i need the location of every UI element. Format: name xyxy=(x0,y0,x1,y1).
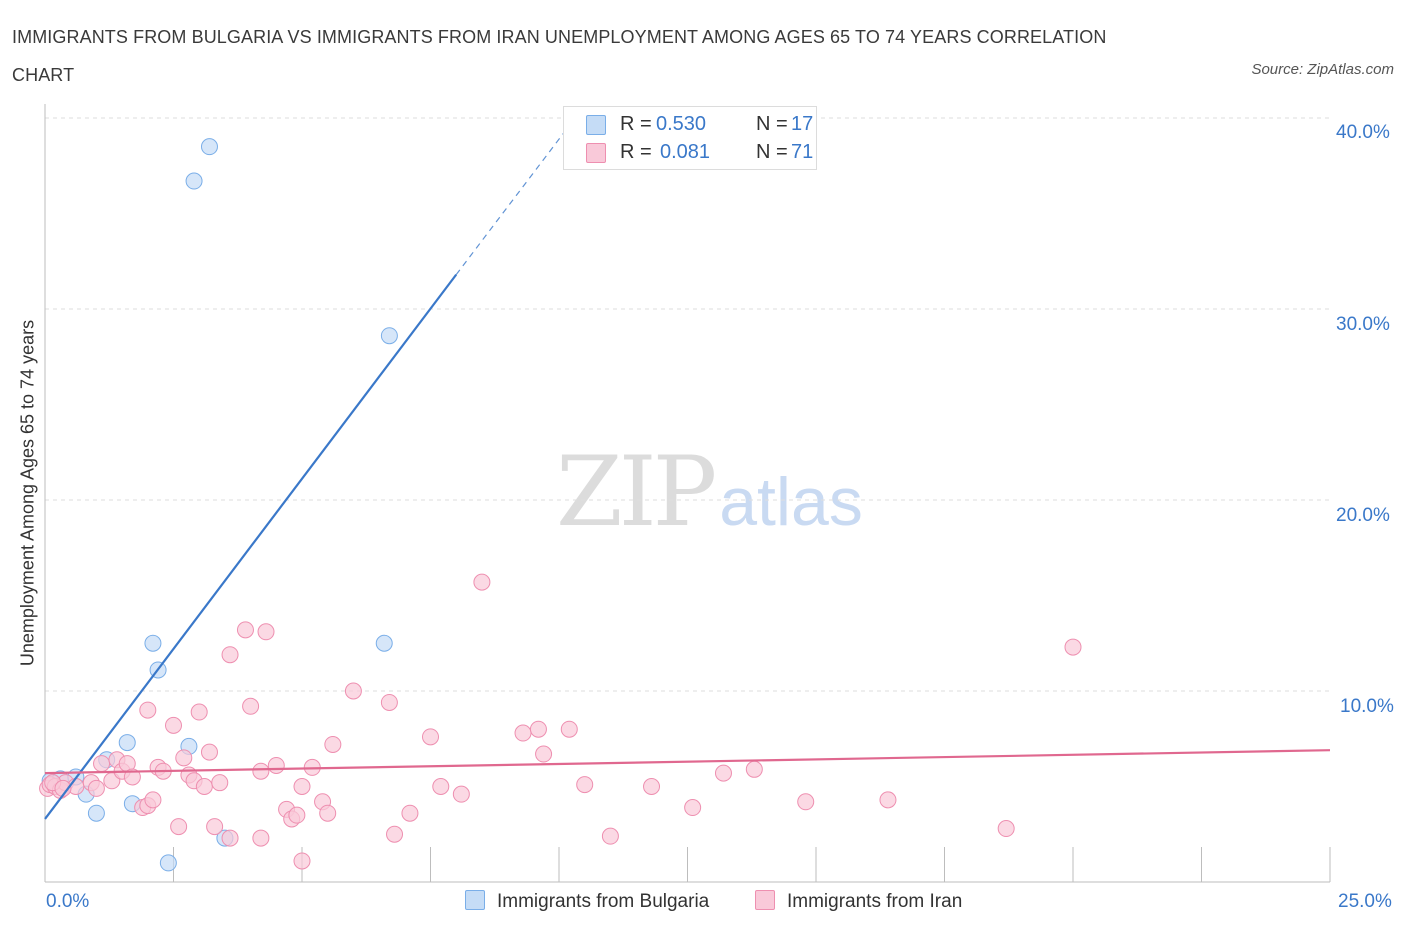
point-iran-59 xyxy=(576,776,594,794)
point-iran-30 xyxy=(221,829,239,847)
legend-r-value-iran: 0.081 xyxy=(660,141,711,163)
x-tick-label-max: 25.0% xyxy=(1338,891,1392,912)
source-credit: Source: ZipAtlas.com xyxy=(1251,61,1394,78)
point-bulgaria-10 xyxy=(159,854,177,872)
point-iran-54 xyxy=(473,573,491,591)
point-iran-16 xyxy=(139,701,157,719)
bottom-legend-swatch-bulgaria xyxy=(465,890,485,910)
point-iran-21 xyxy=(170,818,188,836)
point-bulgaria-16 xyxy=(380,327,398,345)
y-tick-label-20: 20.0% xyxy=(1336,505,1390,526)
trend-line-iran xyxy=(44,749,1331,775)
point-bulgaria-14 xyxy=(200,138,218,156)
point-iran-61 xyxy=(643,778,661,795)
point-iran-22 xyxy=(175,749,193,767)
point-iran-46 xyxy=(324,735,342,753)
watermark-zip: ZIP xyxy=(556,436,717,548)
legend-swatch-bulgaria xyxy=(586,115,606,135)
point-iran-47 xyxy=(344,682,362,700)
point-iran-31 xyxy=(221,646,239,664)
point-iran-64 xyxy=(745,760,763,778)
legend-n-value-iran: 71 xyxy=(791,141,814,163)
point-iran-45 xyxy=(319,804,337,822)
legend-r-label: R = xyxy=(620,141,652,163)
trend-line-bulgaria-extension xyxy=(455,125,570,275)
point-iran-41 xyxy=(293,778,311,795)
point-iran-51 xyxy=(422,728,439,746)
legend-swatch-iran xyxy=(586,143,606,163)
point-iran-49 xyxy=(386,825,404,843)
chart-title: IMMIGRANTS FROM BULGARIA VS IMMIGRANTS F… xyxy=(12,27,1107,85)
point-bulgaria-6 xyxy=(118,734,136,752)
point-iran-48 xyxy=(380,693,398,711)
legend-n-value-bulgaria: 17 xyxy=(791,113,814,135)
y-tick-label-10: 10.0% xyxy=(1340,696,1394,717)
point-iran-52 xyxy=(432,778,450,795)
bottom-legend-label-bulgaria: Immigrants from Bulgaria xyxy=(497,891,710,912)
point-iran-53 xyxy=(452,785,470,803)
point-iran-17 xyxy=(144,791,162,809)
point-iran-36 xyxy=(257,623,275,641)
point-iran-60 xyxy=(601,827,619,845)
y-tick-label-40: 40.0% xyxy=(1336,122,1390,143)
legend-r-value-bulgaria: 0.530 xyxy=(656,113,707,135)
point-iran-33 xyxy=(242,697,260,715)
legend-r-label: R = xyxy=(620,113,652,135)
point-iran-58 xyxy=(560,720,578,738)
point-iran-57 xyxy=(535,745,553,763)
point-iran-66 xyxy=(879,791,897,809)
x-tick-label-min: 0.0% xyxy=(46,891,90,912)
bottom-legend-iran: Immigrants from Iran xyxy=(755,889,962,915)
legend-n-label: N = xyxy=(756,141,788,163)
point-bulgaria-15 xyxy=(375,634,393,652)
point-iran-67 xyxy=(997,820,1015,838)
point-iran-68 xyxy=(1064,638,1082,656)
point-iran-32 xyxy=(236,621,254,639)
point-bulgaria-8 xyxy=(144,634,162,652)
zipatlas-watermark: ZIPatlas xyxy=(556,444,863,541)
point-iran-56 xyxy=(529,720,547,738)
point-iran-62 xyxy=(684,799,702,817)
y-axis-title: Unemployment Among Ages 65 to 74 years xyxy=(17,319,38,667)
bottom-legend-label-iran: Immigrants from Iran xyxy=(787,891,963,912)
point-iran-8 xyxy=(93,755,111,773)
point-iran-7 xyxy=(87,779,105,797)
point-bulgaria-13 xyxy=(185,172,203,190)
point-iran-13 xyxy=(123,768,141,786)
point-iran-27 xyxy=(200,743,218,761)
point-iran-35 xyxy=(252,762,270,780)
y-tick-label-30: 30.0% xyxy=(1336,314,1390,335)
point-iran-50 xyxy=(401,804,419,822)
point-iran-25 xyxy=(190,703,208,721)
trend-line-bulgaria xyxy=(44,273,458,820)
legend-n-label: N = xyxy=(756,113,788,135)
point-iran-65 xyxy=(797,793,815,811)
watermark-atlas: atlas xyxy=(719,464,863,540)
point-iran-29 xyxy=(211,774,229,792)
point-iran-20 xyxy=(165,716,182,734)
point-iran-42 xyxy=(293,852,311,870)
point-iran-26 xyxy=(195,778,213,795)
correlation-legend: R = 0.530 N = 17 R = 0.081 N = 71 xyxy=(563,106,817,170)
point-iran-63 xyxy=(714,764,732,782)
point-iran-28 xyxy=(206,818,224,836)
point-iran-40 xyxy=(288,806,306,824)
bottom-legend-swatch-iran xyxy=(755,890,775,910)
point-iran-34 xyxy=(252,829,270,847)
point-bulgaria-4 xyxy=(87,804,105,822)
bottom-legend-bulgaria: Immigrants from Bulgaria xyxy=(465,889,709,915)
point-iran-55 xyxy=(514,724,532,742)
point-iran-37 xyxy=(267,756,285,774)
